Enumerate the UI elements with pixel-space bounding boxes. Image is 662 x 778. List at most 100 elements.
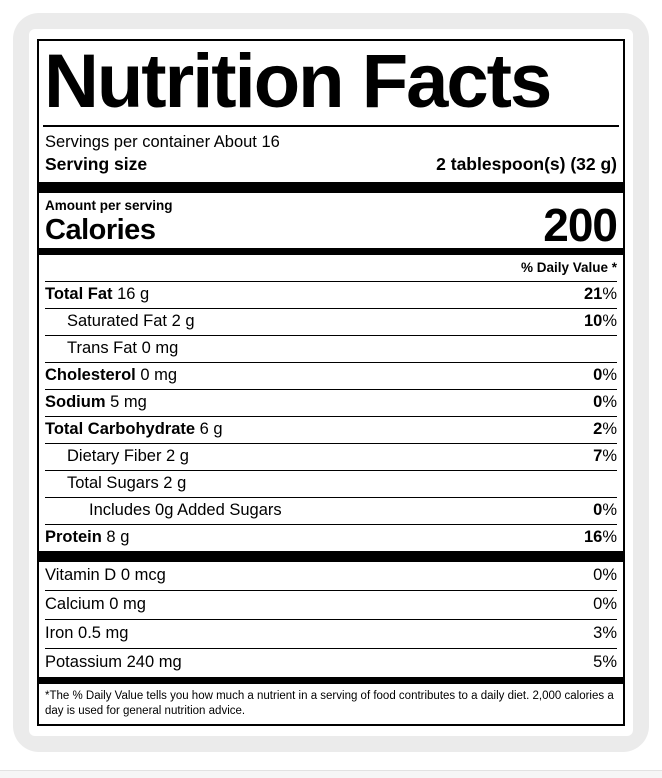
nutrient-name: Total Carbohydrate — [45, 420, 196, 439]
nutrient-row: Cholesterol 0 mg 0% — [45, 361, 617, 389]
nutrient-daily-value: 21% — [584, 286, 617, 303]
nutrient-name-and-amount: Trans Fat 0 mg — [45, 340, 178, 357]
calories-value: 200 — [543, 199, 618, 251]
daily-value-header: % Daily Value * — [520, 259, 617, 275]
nutrient-amount: 2 g — [166, 312, 195, 331]
nutrient-name-and-amount: Dietary Fiber 2 g — [45, 448, 189, 465]
nutrient-name: Dietary Fiber — [67, 447, 162, 466]
nutrient-row: Trans Fat 0 mg — [45, 334, 617, 362]
nutrient-name: Calcium — [45, 595, 105, 614]
nutrient-row: Total Sugars 2 g — [45, 469, 617, 497]
nutrient-name: Total Fat — [45, 285, 113, 304]
footnote-text: *The % Daily Value tells you how much a … — [45, 689, 614, 717]
nutrient-daily-value: 7% — [593, 448, 617, 465]
nutrient-name: Total Sugars — [67, 474, 159, 493]
label-card: Nutrition Facts Servings per container A… — [29, 29, 633, 736]
nutrient-name-and-amount: Protein 8 g — [45, 529, 129, 546]
daily-value-number: 7 — [593, 447, 603, 466]
daily-value-number: 0 — [593, 566, 603, 585]
nutrient-name: Iron — [45, 624, 74, 643]
nutrient-name: Trans Fat — [67, 339, 137, 358]
thick-divider-bar — [39, 550, 623, 562]
calories-label: Calories — [45, 213, 156, 246]
daily-value-percent-sign: % — [602, 595, 617, 614]
daily-value-percent-sign: % — [602, 653, 617, 672]
nutrient-name-and-amount: Sodium 5 mg — [45, 394, 147, 411]
daily-value-number: 0 — [593, 393, 603, 412]
nutrient-name-and-amount: Potassium 240 mg — [45, 654, 182, 671]
nutrient-name-and-amount: Cholesterol 0 mg — [45, 367, 177, 384]
nutrient-daily-value: 10% — [584, 313, 617, 330]
micronutrient-row: Calcium 0 mg 0% — [45, 589, 617, 619]
nutrient-daily-value: 0% — [593, 596, 617, 613]
nutrient-amount: 8 g — [101, 528, 130, 547]
daily-value-number: 0 — [593, 366, 603, 385]
nutrient-name: Saturated Fat — [67, 312, 167, 331]
calories-left-column: Amount per serving Calories — [45, 197, 173, 246]
nutrient-daily-value: 16% — [584, 529, 617, 546]
daily-value-percent-sign: % — [602, 312, 617, 331]
nutrient-row: Includes 0g Added Sugars 0% — [45, 496, 617, 524]
nutrient-daily-value: 0% — [593, 367, 617, 384]
daily-value-number: 21 — [583, 285, 603, 304]
nutrient-row: Saturated Fat 2 g 10% — [45, 307, 617, 335]
daily-value-number: 10 — [583, 312, 603, 331]
daily-value-percent-sign: % — [602, 366, 617, 385]
nutrient-amount: 240 mg — [122, 653, 182, 672]
nutrient-name-and-amount: Iron 0.5 mg — [45, 625, 128, 642]
nutrient-amount: 0 mg — [137, 339, 179, 358]
medium-divider-bar — [39, 676, 623, 684]
amount-per-serving-label: Amount per serving — [45, 197, 173, 213]
nutrient-name-and-amount: Vitamin D 0 mcg — [45, 567, 166, 584]
daily-value-percent-sign: % — [602, 420, 617, 439]
daily-value-percent-sign: % — [602, 285, 617, 304]
nutrient-name: Protein — [45, 528, 102, 547]
nutrient-amount: 0 mg — [104, 595, 146, 614]
daily-value-number: 5 — [593, 653, 603, 672]
nutrient-name: Includes 0g Added Sugars — [89, 501, 282, 520]
nutrition-facts-label: Nutrition Facts Servings per container A… — [37, 39, 625, 726]
daily-value-number: 3 — [593, 624, 603, 643]
micronutrient-row: Potassium 240 mg 5% — [45, 647, 617, 677]
serving-size-row: Serving size 2 tablespoon(s) (32 g) — [39, 152, 623, 182]
calories-section: Amount per serving Calories 200 — [39, 193, 623, 248]
daily-value-number: 2 — [593, 420, 603, 439]
daily-value-number: 16 — [583, 528, 603, 547]
micronutrient-row: Iron 0.5 mg 3% — [45, 618, 617, 648]
daily-value-percent-sign: % — [602, 501, 617, 520]
nutrient-amount: 0 mg — [135, 366, 178, 385]
daily-value-number: 0 — [593, 501, 603, 520]
nutrient-amount: 16 g — [112, 285, 150, 304]
nutrient-amount: 0 mcg — [116, 566, 166, 585]
nutrient-rows: Total Fat 16 g 21% Saturated Fat 2 g 10% Tra… — [39, 280, 623, 551]
nutrient-name-and-amount: Total Carbohydrate 6 g — [45, 421, 223, 438]
serving-size-label: Serving size — [45, 153, 148, 174]
daily-value-percent-sign: % — [602, 624, 617, 643]
nutrient-daily-value: 3% — [593, 625, 617, 642]
nutrient-daily-value: 0% — [593, 502, 617, 519]
nutrient-name: Vitamin D — [45, 566, 117, 585]
daily-value-percent-sign: % — [602, 528, 617, 547]
nutrient-amount: 6 g — [195, 420, 223, 439]
nutrient-name-and-amount: Includes 0g Added Sugars — [45, 502, 282, 519]
nutrient-amount: 5 mg — [105, 393, 147, 412]
nutrient-amount: 2 g — [158, 474, 187, 493]
nutrient-name: Potassium — [45, 653, 123, 672]
nutrient-name: Sodium — [45, 393, 106, 412]
page-section-divider — [0, 770, 662, 778]
nutrient-name-and-amount: Saturated Fat 2 g — [45, 313, 195, 330]
nutrient-row: Total Fat 16 g 21% — [45, 280, 617, 308]
daily-value-percent-sign: % — [602, 393, 617, 412]
nutrient-row: Total Carbohydrate 6 g 2% — [45, 415, 617, 443]
nutrient-row: Dietary Fiber 2 g 7% — [45, 442, 617, 470]
title-rule — [43, 124, 619, 127]
nutrient-name-and-amount: Total Sugars 2 g — [45, 475, 186, 492]
nutrient-daily-value: 5% — [593, 654, 617, 671]
micronutrient-row: Vitamin D 0 mcg 0% — [45, 562, 617, 590]
nutrient-name-and-amount: Calcium 0 mg — [45, 596, 146, 613]
daily-value-number: 0 — [593, 595, 603, 614]
nutrient-daily-value: 0% — [593, 567, 617, 584]
nutrient-amount: 0.5 mg — [73, 624, 129, 643]
servings-per-container: Servings per container About 16 — [45, 132, 280, 151]
daily-value-percent-sign: % — [602, 566, 617, 585]
